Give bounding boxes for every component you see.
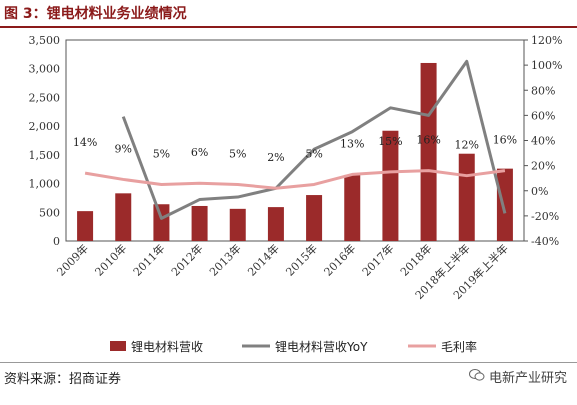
gross-margin-data-label: 16% xyxy=(493,134,517,147)
gross-margin-data-label: 5% xyxy=(229,147,246,160)
revenue-bar xyxy=(229,208,246,241)
legend-swatch-revenue xyxy=(110,341,126,351)
y-right-tick-label: 60% xyxy=(531,109,555,122)
gross-margin-data-label: 12% xyxy=(455,139,479,152)
legend-label-gross-margin: 毛利率 xyxy=(441,339,477,354)
gross-margin-data-label: 13% xyxy=(340,137,364,150)
source-note: 资料来源：招商证券 xyxy=(4,372,122,387)
yoy-line xyxy=(121,59,507,220)
x-tick-label: 2015年 xyxy=(283,241,320,278)
revenue-bar xyxy=(344,174,361,241)
gross-margin-data-label: 5% xyxy=(153,147,170,160)
y-right-tick-label: -40% xyxy=(531,235,559,248)
revenue-bar xyxy=(382,130,399,241)
y-left-tick-label: 500 xyxy=(39,206,60,219)
revenue-bar xyxy=(267,207,284,241)
footer-divider xyxy=(0,362,577,363)
y-right-tick-label: 80% xyxy=(531,84,555,97)
x-tick-label: 2016年 xyxy=(321,241,358,278)
watermark-text: 电新产业研究 xyxy=(488,371,567,386)
legend-label-yoy: 锂电材料营收YoY xyxy=(275,339,368,354)
y-left-tick-label: 2,000 xyxy=(29,120,61,133)
revenue-bar xyxy=(496,168,513,241)
x-tick-label: 2013年 xyxy=(206,241,243,278)
revenue-bar xyxy=(420,62,437,241)
x-tick-label: 2011年 xyxy=(130,241,167,278)
gross-margin-data-label: 16% xyxy=(416,134,440,147)
figure-title: 图 3：锂电材料业务业绩情况 xyxy=(4,6,187,22)
y-left-tick-label: 2,500 xyxy=(29,91,61,104)
gross-margin-data-label: 15% xyxy=(378,135,402,148)
x-tick-label: 2017年 xyxy=(359,241,396,278)
gross-margin-data-label: 6% xyxy=(191,146,208,159)
gross-margin-line xyxy=(84,169,506,190)
y-right-tick-label: 0% xyxy=(531,185,548,198)
y-right-tick-label: 40% xyxy=(531,135,555,148)
legend-label-revenue: 锂电材料营收 xyxy=(131,339,203,354)
y-left-tick-label: 3,000 xyxy=(29,63,61,76)
chart: 0 500 1,000 1,500 2,000 2,500 3,000 3,500 -40% -2… xyxy=(29,34,563,354)
y-left-tick-label: 3,500 xyxy=(29,34,61,47)
revenue-bar xyxy=(153,204,170,241)
revenue-bar xyxy=(191,205,208,241)
gross-margin-data-label: 5% xyxy=(305,147,322,160)
wechat-icon xyxy=(468,368,485,386)
revenue-bar xyxy=(306,195,323,241)
gross-margin-data-label: 2% xyxy=(267,151,284,164)
y-left-tick-label: 1,500 xyxy=(29,149,61,162)
x-tick-label: 2012年 xyxy=(168,241,205,278)
y-right-tick-label: 20% xyxy=(531,160,555,173)
revenue-bar xyxy=(115,193,132,241)
title-divider xyxy=(0,26,577,28)
revenue-bar xyxy=(458,153,475,241)
y-right-tick-label: 120% xyxy=(531,34,562,47)
y-left-tick-label: 0 xyxy=(53,235,60,248)
gross-margin-data-label: 9% xyxy=(115,142,132,155)
y-left-tick-label: 1,000 xyxy=(29,178,61,191)
watermark: 电新产业研究 xyxy=(468,367,567,386)
gross-margin-data-label: 14% xyxy=(73,136,97,149)
revenue-bar xyxy=(77,211,94,241)
y-right-tick-label: 100% xyxy=(531,59,562,72)
y-right-tick-label: -20% xyxy=(531,210,559,223)
x-tick-label: 2014年 xyxy=(245,241,282,278)
x-tick-label: 2018年 xyxy=(397,241,434,278)
x-tick-label: 2010年 xyxy=(92,241,129,278)
